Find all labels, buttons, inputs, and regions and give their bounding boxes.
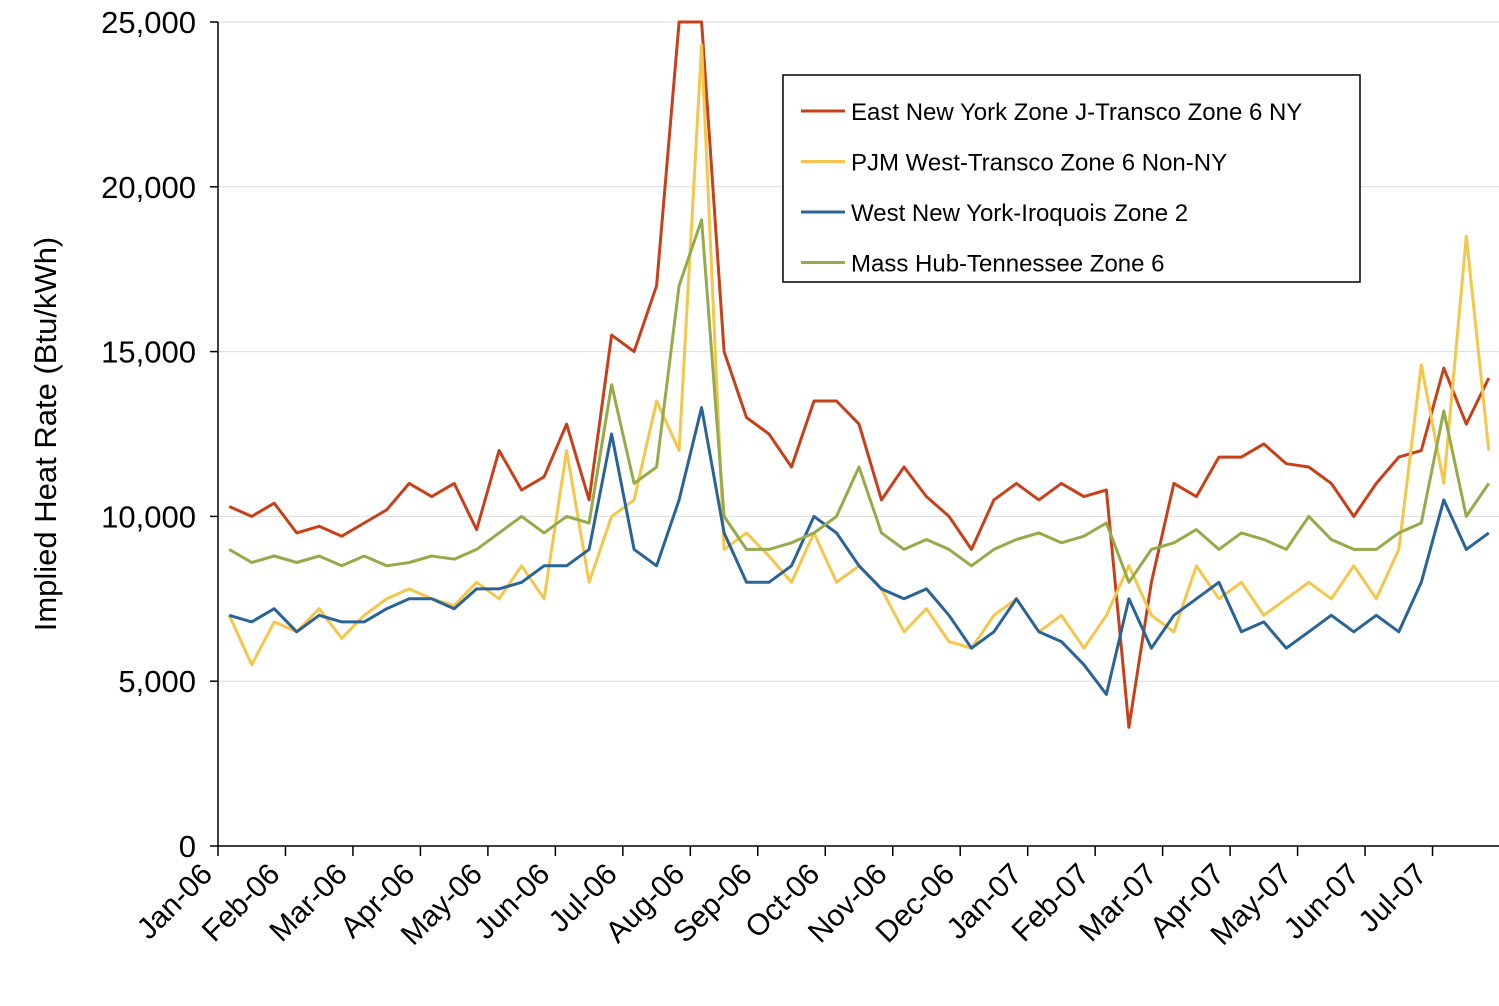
legend-box [782,74,1361,283]
series-line [228,20,1491,729]
y-tick-label: 15,000 [101,335,196,370]
x-tick-label: Jun-06 [468,858,556,946]
x-tick-label: Mar-06 [263,858,354,949]
x-tick-label: Jul-07 [1352,858,1433,939]
legend: East New York Zone J-Transco Zone 6 NY PJ… [782,74,1361,283]
x-tick-label: Jun-07 [1278,858,1366,946]
y-tick-label: 25,000 [101,5,196,40]
y-tick-label: 20,000 [101,170,196,205]
legend-label: Mass Hub-Tennessee Zone 6 [851,251,1165,278]
series-line [228,406,1490,696]
y-tick-label: 5,000 [118,664,196,699]
series-line [228,218,1491,584]
x-tick-label: Mar-07 [1073,858,1164,949]
legend-label: West New York-Iroquois Zone 2 [851,200,1188,227]
y-tick-label: 0 [179,829,196,864]
y-axis-label: Implied Heat Rate (Btu/kWh) [28,237,63,632]
legend-label: East New York Zone J-Transco Zone 6 NY [851,99,1302,126]
legend-label: PJM West-Transco Zone 6 Non-NY [851,150,1227,177]
y-tick-label: 10,000 [101,499,196,534]
